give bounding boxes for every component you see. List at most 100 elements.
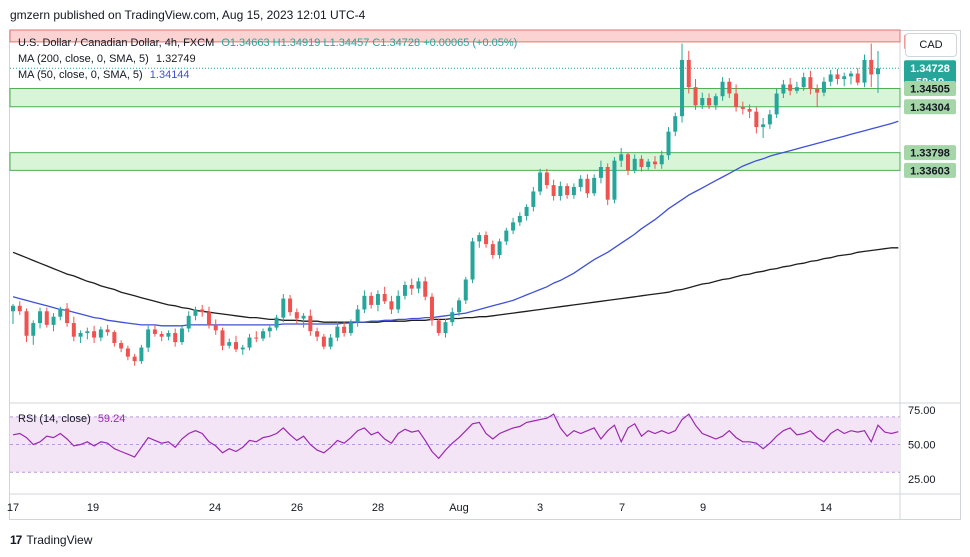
candle-body <box>835 74 840 79</box>
candle-body <box>92 331 97 338</box>
ma200-line <box>12 247 899 323</box>
candle <box>842 72 847 87</box>
candle <box>389 295 394 314</box>
x-tick-label: 9 <box>700 502 706 514</box>
candle <box>51 313 56 332</box>
candle <box>571 183 576 199</box>
candle-body <box>639 158 644 168</box>
legend-ma50-row: MA (50, close, 0, SMA, 5) 1.34144 <box>18 69 190 81</box>
legend-ma50-value: 1.34144 <box>149 69 190 81</box>
candle <box>179 325 184 345</box>
candle <box>869 43 874 88</box>
footer-logo[interactable]: 17 TradingView <box>10 533 92 547</box>
candle-body <box>51 316 56 325</box>
candle <box>375 290 380 312</box>
candle <box>876 50 880 93</box>
candle-body <box>78 333 83 337</box>
candle-body <box>179 328 184 343</box>
candle <box>821 77 826 97</box>
candle-body <box>44 311 49 325</box>
candle-body <box>24 311 29 336</box>
legend-symbol: U.S. Dollar / Canadian Dollar, 4h, FXCM <box>18 37 215 49</box>
candle <box>247 333 252 351</box>
candle <box>206 306 211 329</box>
candle <box>484 231 489 248</box>
x-tick-label: 28 <box>372 502 384 514</box>
legend-ma200-row: MA (200, close, 0, SMA, 5) 1.32749 <box>18 53 196 65</box>
candle <box>511 217 516 235</box>
candle-body <box>869 59 874 75</box>
candle <box>65 303 70 327</box>
candle <box>132 353 137 366</box>
candle-body <box>625 154 630 171</box>
candle-body <box>166 333 171 337</box>
candle <box>240 344 245 355</box>
candle <box>504 227 509 246</box>
candle <box>173 328 178 347</box>
candle <box>801 72 806 91</box>
candle-body <box>632 158 637 171</box>
currency-button[interactable]: CAD <box>905 33 957 57</box>
candle <box>774 88 779 119</box>
price-label-bg <box>904 162 956 178</box>
publisher-line: gmzern published on TradingView.com, Aug… <box>10 8 366 22</box>
candle <box>139 344 144 364</box>
candle <box>497 238 502 259</box>
candle-body <box>375 294 380 305</box>
candle <box>409 278 414 295</box>
candle-body <box>774 93 779 115</box>
candle <box>193 306 198 321</box>
candle-body <box>227 342 232 346</box>
candle <box>186 311 191 333</box>
candle-body <box>551 185 556 197</box>
price-label: 1.33798 <box>910 148 950 160</box>
candle <box>355 304 360 327</box>
candle-body <box>673 116 678 132</box>
x-tick-label: 17 <box>7 502 19 514</box>
rsi-tick-label: 50.00 <box>908 440 936 452</box>
candle <box>754 107 759 134</box>
legend-symbol-row: U.S. Dollar / Canadian Dollar, 4h, FXCM … <box>18 37 517 49</box>
candle-body <box>767 114 772 125</box>
candle-body <box>511 222 516 231</box>
candle <box>707 93 712 109</box>
candle <box>234 335 239 353</box>
candle <box>261 328 266 342</box>
candle <box>308 309 313 336</box>
candle <box>531 186 536 212</box>
candle-body <box>267 327 272 332</box>
candle-body <box>328 337 333 347</box>
candle <box>159 331 164 342</box>
candle <box>646 158 651 170</box>
candle-body <box>234 342 239 350</box>
candle <box>862 54 867 88</box>
candle <box>680 43 685 123</box>
candle <box>517 212 522 226</box>
candle-body <box>484 235 489 245</box>
price-label: 1.34505 <box>910 84 950 96</box>
candle-body <box>348 322 353 334</box>
candle <box>166 330 171 341</box>
candle <box>727 78 732 99</box>
legend-rsi-row: RSI (14, close) 59.24 <box>18 413 125 425</box>
x-tick-label: Aug <box>449 502 469 514</box>
candle-body <box>369 295 374 305</box>
candle <box>369 292 374 309</box>
candle-body <box>409 284 414 289</box>
candle <box>288 294 293 316</box>
candle <box>619 147 624 168</box>
candle <box>213 319 218 335</box>
candle-body <box>423 281 428 297</box>
candle <box>78 330 83 344</box>
candle-body <box>585 178 590 194</box>
candle <box>152 324 157 337</box>
candle-body <box>876 68 880 75</box>
rsi-tick-label: 25.00 <box>908 474 936 486</box>
candle <box>321 333 326 350</box>
candle <box>220 327 225 351</box>
candle <box>815 84 820 108</box>
candle <box>382 286 387 305</box>
candle <box>625 152 630 176</box>
x-tick-label: 14 <box>820 502 832 514</box>
